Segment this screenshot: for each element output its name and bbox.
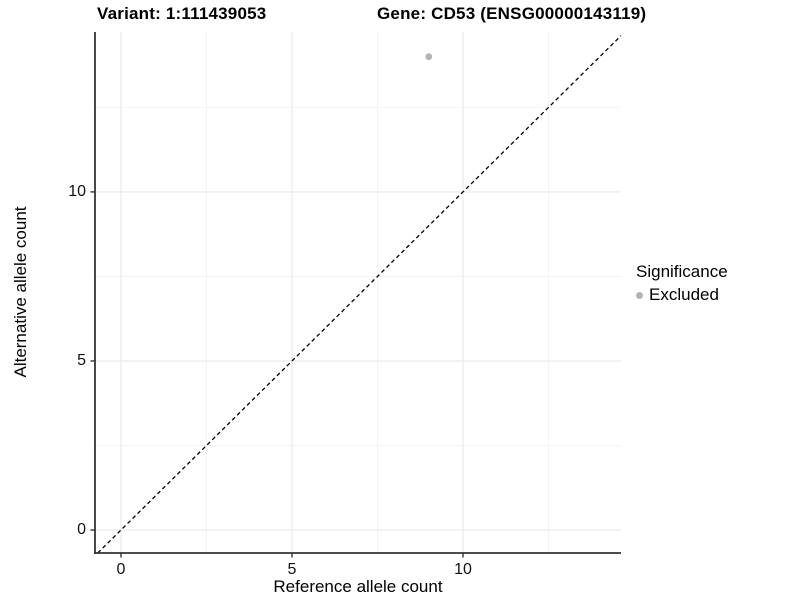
legend-title: Significance bbox=[636, 262, 728, 281]
legend-items: Excluded bbox=[636, 285, 728, 305]
y-axis-title: Alternative allele count bbox=[11, 206, 30, 378]
y-tick-label: 0 bbox=[77, 521, 86, 538]
x-tick-label: 5 bbox=[287, 561, 297, 578]
legend-key-dot-icon bbox=[636, 291, 643, 299]
y-tick-label: 10 bbox=[68, 182, 86, 200]
legend-item: Excluded bbox=[636, 285, 728, 305]
gene-title: Gene: CD53 (ENSG00000143119) bbox=[377, 4, 647, 23]
legend-item-label: Excluded bbox=[649, 285, 719, 304]
identity-reference-line bbox=[97, 35, 622, 554]
data-point bbox=[425, 53, 433, 61]
variant-title: Variant: 1:111439053 bbox=[97, 4, 267, 23]
y-tick-label: 5 bbox=[77, 351, 86, 369]
x-tick-label: 0 bbox=[116, 561, 126, 578]
x-axis-title: Reference allele count bbox=[273, 577, 443, 596]
legend: Significance Excluded bbox=[636, 262, 728, 305]
x-tick-label: 10 bbox=[454, 561, 472, 578]
